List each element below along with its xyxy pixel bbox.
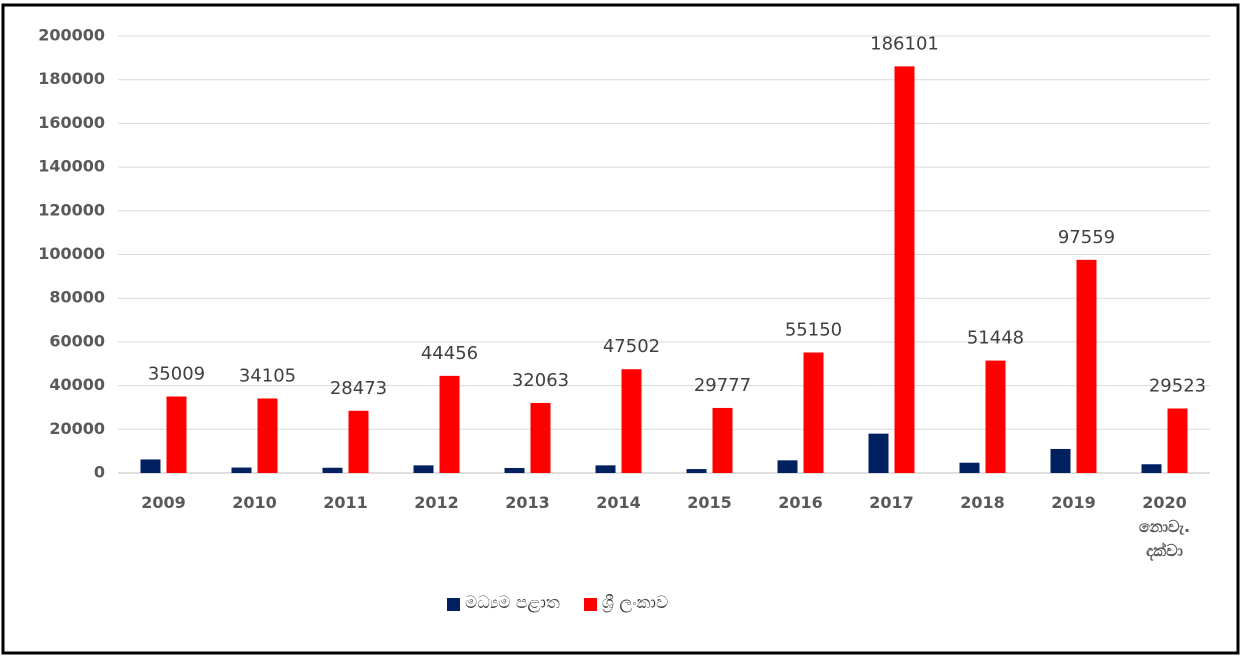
x-tick-label: 2013 — [505, 493, 550, 512]
data-label: 47502 — [603, 336, 660, 357]
bar — [140, 459, 161, 473]
bar — [868, 433, 889, 473]
y-tick-label: 120000 — [38, 200, 105, 219]
bar — [504, 467, 525, 473]
bar — [257, 398, 278, 473]
data-label: 28473 — [330, 378, 387, 399]
y-tick-label: 60000 — [49, 331, 105, 350]
x-tick-label: 2017 — [869, 493, 914, 512]
bar — [231, 467, 252, 473]
bar — [1050, 448, 1071, 473]
bar — [1167, 408, 1188, 473]
data-label: 44456 — [421, 343, 478, 364]
y-tick-label: 0 — [94, 463, 105, 482]
bar — [322, 467, 343, 473]
data-label: 55150 — [785, 319, 842, 340]
data-label: 186101 — [870, 33, 939, 54]
x-tick-label: 2020 නොවැ. දක්වා — [1138, 493, 1191, 560]
bar — [595, 465, 616, 473]
bar — [621, 369, 642, 473]
legend-swatch — [447, 598, 460, 611]
legend-label: ශ්‍රී ලංකාව — [601, 593, 669, 613]
x-tick-label: 2016 — [778, 493, 823, 512]
bar — [166, 396, 187, 473]
data-label: 32063 — [512, 370, 569, 391]
bar — [959, 462, 980, 473]
y-tick-label: 20000 — [49, 419, 105, 438]
x-tick-label: 2012 — [414, 493, 459, 512]
data-label: 51448 — [967, 328, 1024, 349]
bar — [348, 410, 369, 473]
x-tick-label: 2010 — [232, 493, 277, 512]
data-label: 29777 — [694, 375, 751, 396]
bar — [439, 375, 460, 473]
y-tick-label: 200000 — [38, 26, 105, 45]
data-label: 97559 — [1058, 227, 1115, 248]
legend-swatch — [583, 598, 597, 611]
bar — [803, 352, 824, 473]
bar — [1076, 259, 1097, 473]
y-tick-label: 160000 — [38, 113, 105, 132]
y-tick-label: 100000 — [38, 244, 105, 263]
bar — [985, 360, 1006, 473]
x-tick-label: 2019 — [1051, 493, 1096, 512]
x-tick-label: 2018 — [960, 493, 1005, 512]
data-label: 34105 — [239, 365, 296, 386]
x-tick-label: 2011 — [323, 493, 368, 512]
x-tick-label: 2015 — [687, 493, 732, 512]
bar — [712, 407, 733, 473]
bar — [894, 66, 915, 473]
bar — [1141, 464, 1162, 473]
y-tick-label: 180000 — [38, 69, 105, 88]
bar — [777, 460, 798, 473]
bar — [686, 469, 707, 473]
bar — [530, 402, 551, 473]
bar — [413, 465, 434, 473]
y-tick-label: 140000 — [38, 157, 105, 176]
y-tick-label: 40000 — [49, 375, 105, 394]
frame-border — [1, 3, 1240, 655]
data-label: 35009 — [148, 364, 205, 385]
x-tick-label: 2014 — [596, 493, 641, 512]
data-label: 29523 — [1149, 375, 1206, 396]
legend-label: මධ්‍යම පළාත — [465, 593, 560, 613]
x-tick-label: 2009 — [141, 493, 186, 512]
y-tick-label: 80000 — [49, 288, 105, 307]
